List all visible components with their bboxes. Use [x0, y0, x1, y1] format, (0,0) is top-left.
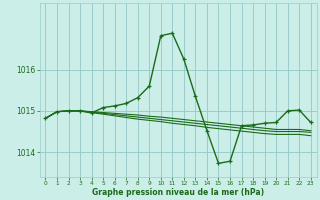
X-axis label: Graphe pression niveau de la mer (hPa): Graphe pression niveau de la mer (hPa) [92, 188, 264, 197]
